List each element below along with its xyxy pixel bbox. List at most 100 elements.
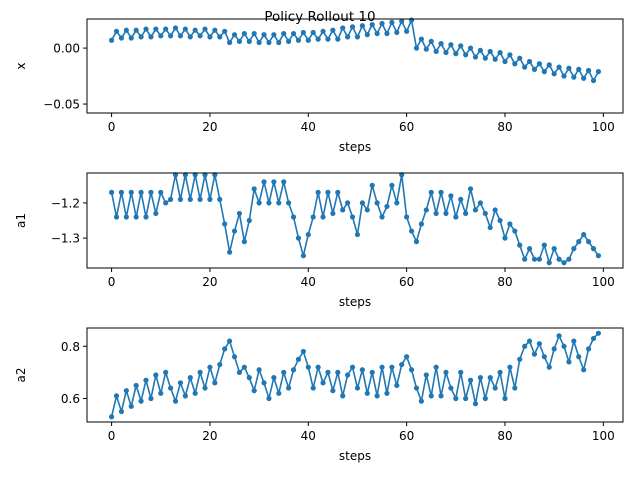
data-point-a2-58	[394, 382, 400, 389]
data-point-x-57	[389, 19, 395, 25]
x-axis-label-a2: steps	[339, 449, 371, 463]
data-point-x-44	[325, 36, 331, 42]
data-point-a2-89	[546, 364, 552, 370]
data-point-a1-64	[423, 207, 429, 213]
data-point-x-59	[399, 18, 405, 24]
x-tick-label-a2-100: 100	[592, 429, 615, 443]
data-point-a2-77	[487, 375, 493, 381]
data-point-a2-76	[482, 395, 488, 402]
data-point-x-93	[566, 65, 572, 71]
data-point-x-30	[256, 39, 262, 46]
data-point-x-33	[271, 32, 277, 38]
x-tick-label-x-100: 100	[592, 120, 615, 134]
data-point-x-88	[541, 69, 547, 75]
data-point-a2-40	[305, 364, 311, 370]
data-point-a2-49	[349, 364, 356, 370]
data-point-a1-96	[581, 231, 587, 238]
data-point-x-95	[576, 66, 582, 72]
data-point-a1-58	[394, 200, 400, 206]
data-point-a1-26	[236, 210, 243, 217]
data-point-a2-25	[231, 354, 238, 360]
data-point-a2-5	[133, 382, 139, 389]
data-point-a2-96	[581, 367, 587, 373]
data-point-x-4	[128, 35, 134, 41]
data-point-x-21	[212, 27, 218, 33]
data-point-x-5	[133, 27, 139, 33]
data-point-a1-89	[546, 260, 552, 266]
data-point-x-43	[320, 28, 326, 34]
data-point-a2-6	[138, 398, 144, 404]
data-point-x-82	[512, 61, 518, 67]
data-point-x-23	[222, 28, 228, 34]
data-point-x-58	[394, 29, 400, 36]
x-tick-label-a1-40: 40	[301, 275, 316, 289]
data-point-a1-11	[163, 200, 169, 206]
data-point-x-99	[595, 69, 602, 75]
data-point-x-48	[345, 34, 351, 40]
data-point-a2-54	[374, 393, 380, 399]
data-point-a2-60	[404, 354, 410, 360]
data-point-a1-0	[108, 189, 115, 195]
data-point-a1-77	[487, 224, 493, 231]
data-point-x-16	[187, 34, 193, 40]
data-point-a2-71	[458, 369, 464, 375]
data-point-a1-43	[320, 214, 326, 220]
y-axis-label-a1: a1	[14, 213, 28, 228]
data-point-x-17	[192, 27, 198, 33]
data-point-a2-41	[310, 385, 316, 391]
data-point-a1-79	[497, 217, 503, 224]
y-tick-label-a1-1: −1.3	[51, 232, 80, 246]
y-tick-label-x-0: 0.00	[53, 42, 80, 56]
data-point-x-55	[379, 20, 385, 27]
data-point-x-15	[182, 26, 188, 32]
data-point-x-3	[123, 27, 129, 33]
data-point-x-0	[108, 37, 115, 43]
data-point-a1-51	[359, 200, 365, 206]
data-point-a1-36	[286, 200, 292, 206]
data-point-a2-84	[522, 343, 528, 349]
data-point-x-90	[551, 71, 557, 77]
data-point-x-89	[546, 62, 552, 68]
data-point-a2-75	[477, 375, 483, 381]
data-point-a1-39	[300, 253, 306, 259]
x-tick-label-a2-80: 80	[497, 429, 512, 443]
data-point-x-66	[433, 48, 439, 55]
data-point-x-83	[517, 55, 523, 61]
data-point-a2-30	[256, 367, 262, 373]
data-point-a1-98	[590, 246, 597, 252]
data-point-a1-53	[369, 182, 375, 188]
data-point-a1-95	[576, 239, 582, 245]
data-point-x-68	[443, 49, 449, 56]
data-point-a1-34	[276, 200, 282, 206]
data-point-a2-70	[453, 395, 459, 402]
data-point-a1-35	[281, 179, 287, 185]
data-point-a2-50	[354, 385, 361, 391]
data-point-a1-60	[404, 214, 410, 220]
data-point-x-29	[251, 30, 257, 37]
data-point-a1-33	[271, 179, 277, 185]
data-point-a1-29	[251, 186, 257, 192]
x-tick-label-a2-40: 40	[301, 429, 316, 443]
data-point-x-67	[438, 41, 444, 47]
data-point-a2-88	[541, 354, 547, 360]
data-point-a2-68	[443, 369, 449, 375]
subplot-a2: 0 20 40 60 80 100 0.6 0.8 steps a2	[14, 327, 624, 463]
data-point-a2-53	[369, 369, 375, 375]
data-point-a1-16	[187, 196, 193, 202]
data-point-x-2	[118, 35, 125, 41]
data-point-a1-67	[438, 189, 444, 195]
data-point-x-20	[207, 34, 213, 40]
data-point-x-47	[340, 25, 346, 31]
data-point-a2-39	[300, 348, 306, 355]
axes-frame-a1	[86, 172, 624, 269]
data-point-a1-42	[315, 189, 321, 195]
data-point-a2-48	[345, 372, 351, 378]
y-tick-label-a2-0: 0.6	[61, 392, 80, 406]
data-point-x-14	[177, 33, 184, 39]
data-point-a1-27	[241, 239, 247, 245]
data-point-x-22	[217, 34, 223, 40]
data-point-a2-66	[433, 364, 439, 370]
data-point-a1-30	[256, 200, 262, 206]
data-point-x-1	[113, 28, 120, 34]
data-point-a1-93	[566, 256, 572, 262]
